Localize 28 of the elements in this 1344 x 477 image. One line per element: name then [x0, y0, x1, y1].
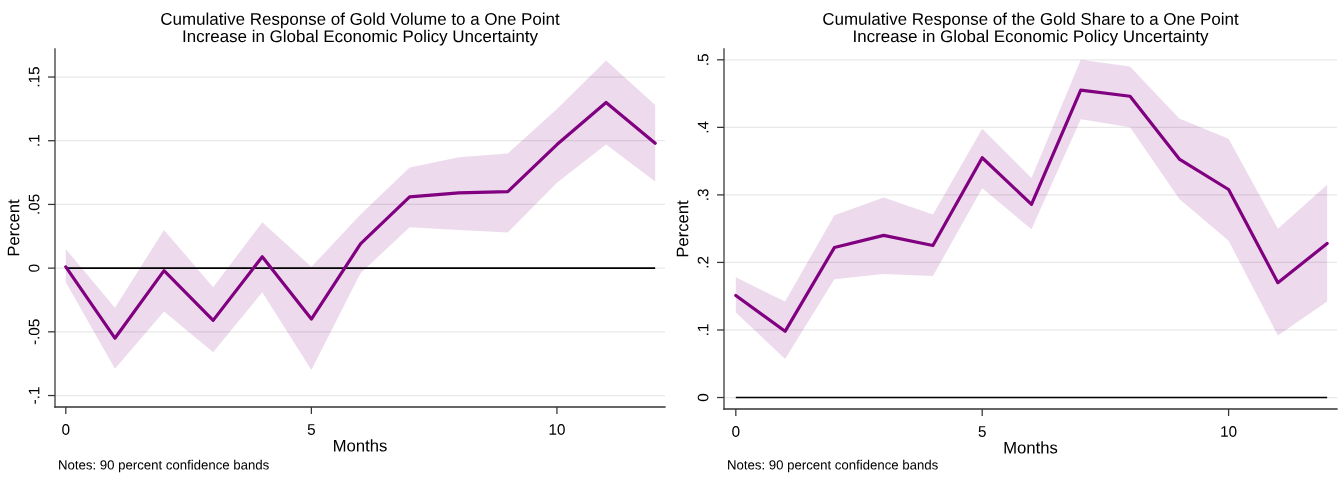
y-tick-label: .4 [697, 121, 709, 133]
text: Notes: 90 percent confidence bands [728, 459, 938, 473]
x-tick-label: 5 [978, 426, 986, 437]
x-tick-label: 5 [307, 424, 315, 435]
x-tick-label: 0 [732, 426, 740, 437]
line-series [64, 100, 657, 340]
text: Notes: 90 percent confidence bands [59, 459, 269, 473]
x-tick-label: 10 [549, 424, 565, 435]
y-tick-label: .05 [28, 194, 40, 214]
y-axis-title: Percent [7, 199, 20, 256]
x-tick-label: 0 [62, 424, 70, 435]
y-tick-label: .2 [697, 256, 709, 268]
y-tick-label: .3 [697, 189, 709, 200]
y-axis-title: Percent [676, 200, 689, 257]
y-tick-label: -.1 [28, 387, 40, 404]
x-axis-title: Months [1004, 441, 1058, 454]
y-tick-label: 0 [28, 264, 40, 272]
y-tick-label: .15 [28, 67, 40, 87]
x-axis-title: Months [334, 439, 387, 452]
chart-title: Cumulative Response of the Gold Share to a One Point Increase in Global Economic Policy Uncertainty [823, 12, 1239, 46]
x-tick-label: 10 [1221, 426, 1237, 437]
line-series [734, 88, 1329, 333]
y-tick-label: .1 [697, 324, 709, 335]
chart-title: Cumulative Response of Gold Volume to a One Point Increase in Global Economic Policy Uncertainty [161, 12, 560, 46]
y-tick-label: 0 [697, 393, 709, 402]
y-tick-label: .1 [28, 135, 40, 146]
y-tick-label: .5 [697, 54, 709, 65]
y-tick-label: -.05 [28, 319, 40, 345]
